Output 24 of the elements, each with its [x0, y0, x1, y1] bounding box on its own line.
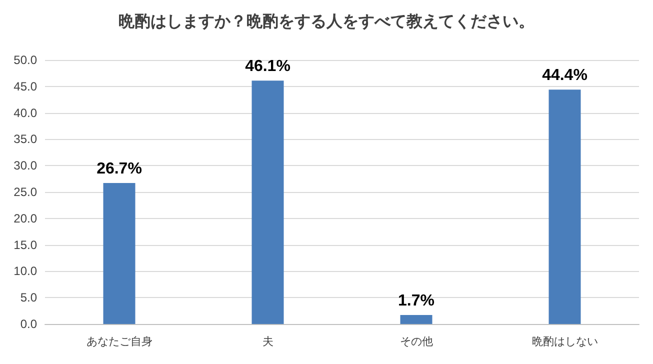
x-tick-label: その他: [400, 335, 433, 348]
y-tick-label: 5.0: [20, 290, 38, 305]
y-tick-label: 10.0: [14, 264, 38, 278]
bar: [400, 315, 432, 324]
data-label: 1.7%: [398, 292, 434, 310]
y-tick-label: 30.0: [14, 158, 38, 173]
data-label: 44.4%: [542, 67, 588, 84]
y-tick-label: 45.0: [14, 79, 38, 94]
y-tick-label: 40.0: [14, 106, 38, 120]
x-tick-label: 晩酌はしない: [532, 335, 598, 348]
y-tick-label: 25.0: [14, 185, 38, 199]
chart-title: 晩酌はしますか？晩酌をする人をすべて教えてください。: [118, 12, 534, 30]
y-tick-label: 15.0: [14, 238, 38, 252]
y-tick-label: 0.0: [20, 317, 38, 331]
bar: [548, 90, 581, 324]
bar: [252, 80, 284, 324]
x-tick-label: あなたご自身: [86, 335, 152, 348]
y-tick-label: 50.0: [14, 53, 38, 67]
data-label: 46.1%: [245, 58, 290, 76]
data-label: 26.7%: [96, 160, 142, 178]
y-tick-label: 20.0: [14, 211, 38, 226]
bar: [103, 183, 136, 324]
x-tick-label: 夫: [262, 335, 274, 348]
y-tick-label: 35.0: [14, 132, 38, 146]
